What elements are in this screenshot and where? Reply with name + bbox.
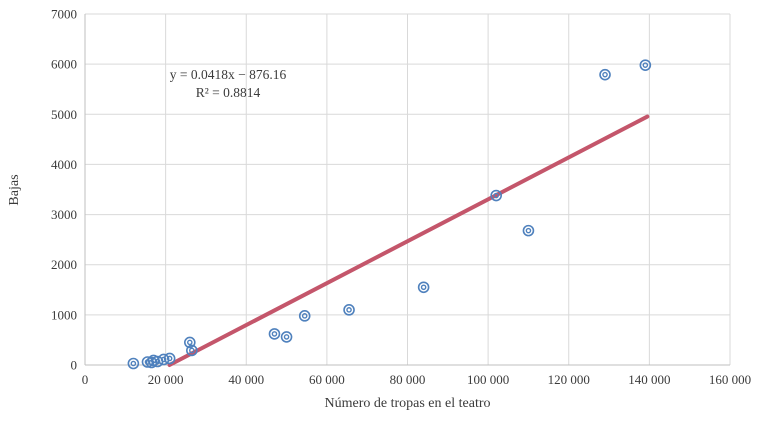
data-point-outer <box>490 189 502 202</box>
data-point-outer <box>522 224 535 237</box>
x-tick-label: 40 000 <box>228 372 264 387</box>
y-tick-label: 4000 <box>51 157 77 172</box>
y-tick-label: 7000 <box>51 7 77 22</box>
data-point-outer <box>268 328 281 340</box>
data-point-outer <box>298 310 311 322</box>
data-point-inner <box>493 192 499 199</box>
data-point-inner <box>301 313 308 319</box>
data-point-inner <box>283 334 290 340</box>
y-tick-label: 5000 <box>51 107 77 122</box>
x-tick-label: 20 000 <box>148 372 184 387</box>
y-tick-label: 0 <box>71 358 78 373</box>
x-tick-label: 0 <box>82 372 89 387</box>
trendline-equation: y = 0.0418x − 876.16 R² = 0.8814 <box>138 66 318 102</box>
data-point-outer <box>343 304 355 316</box>
x-axis-title: Número de tropas en el teatro <box>324 396 491 411</box>
data-point-outer <box>186 344 198 357</box>
data-point-outer <box>417 281 430 294</box>
data-point-inner <box>602 71 608 78</box>
data-point-outer <box>639 59 652 71</box>
data-point-outer <box>145 356 158 369</box>
x-tick-label: 100 000 <box>467 372 509 387</box>
data-point-inner <box>525 227 532 234</box>
data-point-inner <box>189 347 195 354</box>
data-point-outer <box>599 68 611 81</box>
data-point-outer <box>163 352 176 365</box>
y-tick-label: 1000 <box>51 307 77 322</box>
data-point-inner <box>130 360 137 367</box>
data-point-inner <box>420 284 427 291</box>
data-point-outer <box>127 357 140 370</box>
x-tick-label: 160 000 <box>709 372 751 387</box>
equation-text: y = 0.0418x − 876.16 <box>169 67 287 82</box>
y-tick-label: 6000 <box>51 57 77 72</box>
x-tick-label: 60 000 <box>309 372 345 387</box>
data-point-inner <box>271 331 278 337</box>
data-point-inner <box>187 339 193 346</box>
trendline <box>167 114 650 367</box>
x-tick-label: 120 000 <box>548 372 590 387</box>
x-tick-label: 80 000 <box>390 372 426 387</box>
x-tick-label: 140 000 <box>628 372 670 387</box>
y-tick-label: 2000 <box>51 257 77 272</box>
data-point-inner <box>642 62 649 68</box>
data-point-inner <box>346 307 352 313</box>
data-point-outer <box>184 336 196 349</box>
data-point-outer <box>280 331 293 343</box>
data-point-inner <box>160 356 167 363</box>
y-tick-label: 3000 <box>51 207 77 222</box>
r-squared-text: R² = 0.8814 <box>195 84 261 100</box>
data-point-outer <box>157 353 170 366</box>
y-axis-title: Bajas <box>7 174 22 206</box>
data-point-inner <box>166 355 173 362</box>
